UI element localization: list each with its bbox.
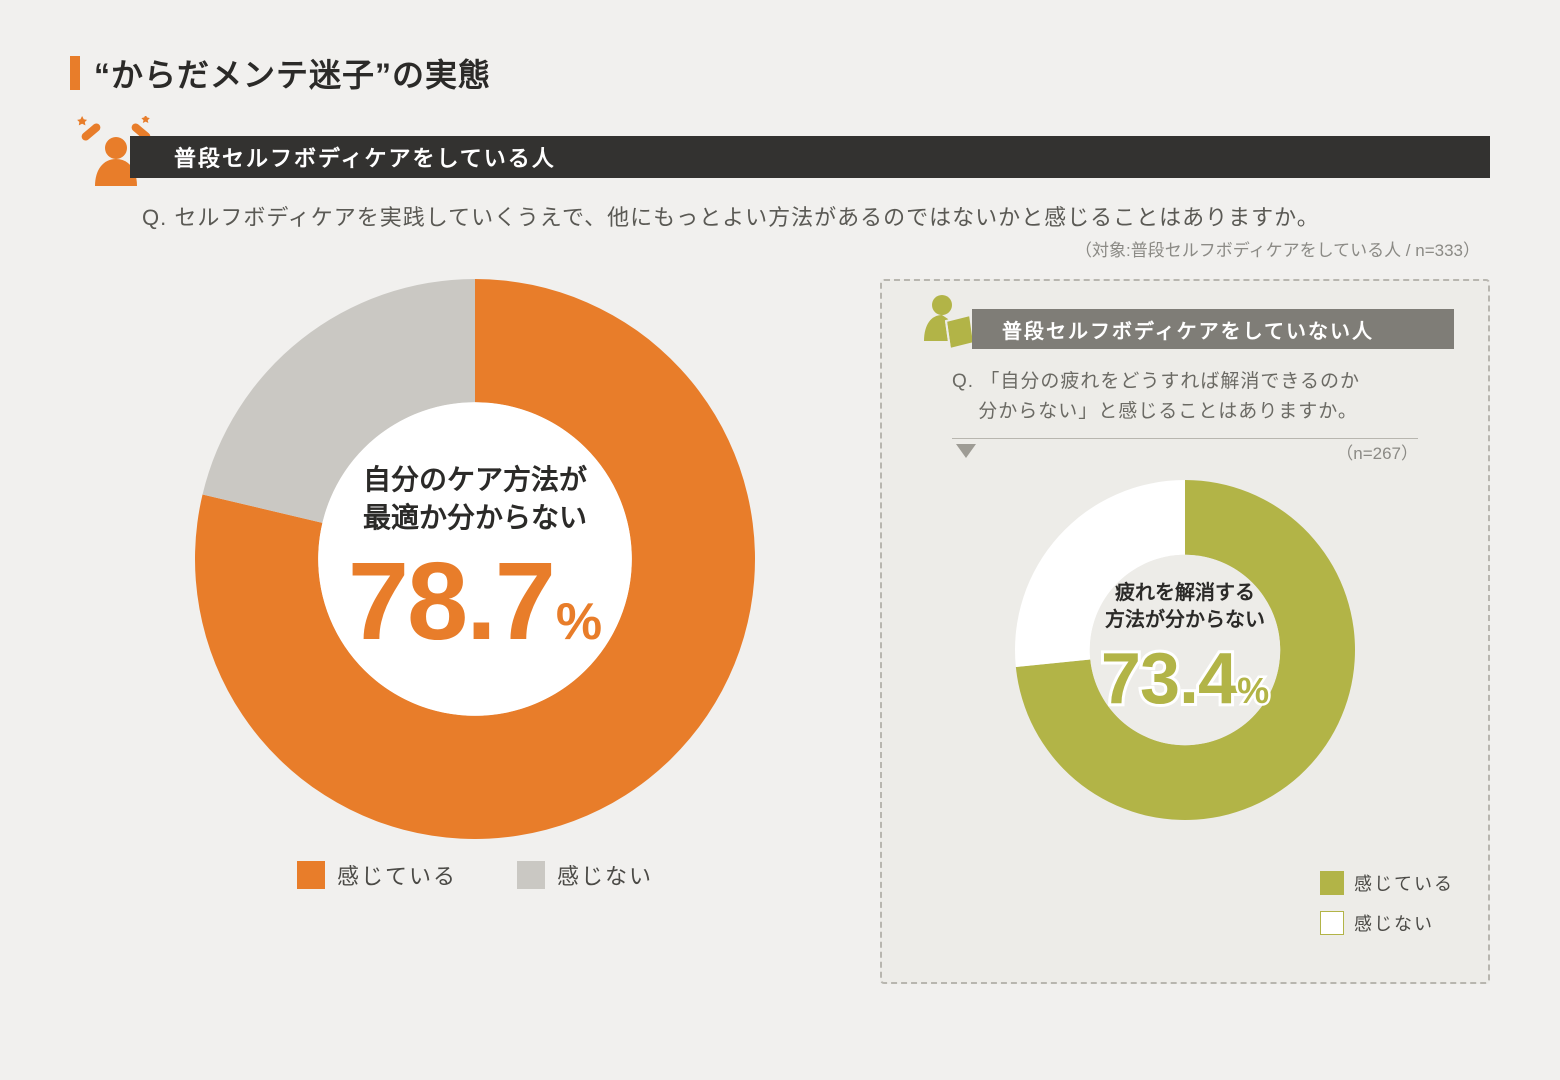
left-column: 自分のケア方法が 最適か分からない 78.7 % 感じている 感じない bbox=[70, 279, 880, 984]
question-text: Q. セルフボディケアを実践していくうえで、他にもっとよい方法があるのではないか… bbox=[142, 200, 1480, 232]
section-heading-text: 普段セルフボディケアをしている人 bbox=[174, 141, 556, 173]
panel-question-line1: 「自分の疲れをどうすれば解消できるのか bbox=[980, 371, 1360, 392]
page-title-row: “からだメンテ迷子”の実態 bbox=[70, 50, 1490, 96]
sub-legend-swatch-no-icon bbox=[1320, 911, 1344, 935]
sub-legend-no: 感じない bbox=[1320, 910, 1454, 936]
sub-panel: 普段セルフボディケアをしていない人 Q. 「自分の疲れをどうすれば解消できるのか… bbox=[880, 279, 1490, 984]
down-triangle-icon bbox=[956, 444, 976, 458]
content-row: 自分のケア方法が 最適か分からない 78.7 % 感じている 感じない bbox=[70, 279, 1490, 984]
legend-swatch-no-icon bbox=[517, 861, 545, 889]
sub-donut-svg bbox=[1015, 480, 1355, 820]
person-reading-icon bbox=[916, 291, 980, 359]
main-legend: 感じている 感じない bbox=[70, 859, 880, 891]
main-legend-no-label: 感じない bbox=[557, 859, 653, 891]
question-body: セルフボディケアを実践していくうえで、他にもっとよい方法があるのではないかと感じ… bbox=[174, 205, 1319, 230]
panel-question: Q. 「自分の疲れをどうすれば解消できるのか 分からない」と感じることはあります… bbox=[952, 367, 1444, 428]
legend-swatch-yes-icon bbox=[297, 861, 325, 889]
main-legend-yes-label: 感じている bbox=[337, 859, 457, 891]
panel-heading-band: 普段セルフボディケアをしていない人 bbox=[972, 309, 1454, 349]
main-donut-chart: 自分のケア方法が 最適か分からない 78.7 % bbox=[195, 279, 755, 839]
sub-legend-no-label: 感じない bbox=[1354, 910, 1434, 936]
sub-legend-yes-label: 感じている bbox=[1354, 870, 1454, 896]
sub-donut-chart: 疲れを解消する 方法が分からない 73.4 % bbox=[1015, 480, 1355, 820]
page-root: “からだメンテ迷子”の実態 普段セルフボディケアをしている人 Q. セルフボディ… bbox=[0, 0, 1560, 1080]
panel-question-prefix: Q. bbox=[952, 371, 980, 392]
panel-n-text: （n=267） bbox=[1336, 439, 1418, 464]
question-subnote: （対象:普段セルフボディケアをしている人 / n=333） bbox=[142, 236, 1480, 261]
panel-heading-row: 普段セルフボディケアをしていない人 bbox=[916, 305, 1454, 353]
title-accent-bar bbox=[70, 56, 80, 90]
page-title: “からだメンテ迷子”の実態 bbox=[94, 50, 491, 96]
panel-marker-row: （n=267） bbox=[952, 439, 1418, 464]
main-donut-svg bbox=[195, 279, 755, 839]
main-legend-yes: 感じている bbox=[297, 859, 457, 891]
main-legend-no: 感じない bbox=[517, 859, 653, 891]
right-column: 普段セルフボディケアをしていない人 Q. 「自分の疲れをどうすれば解消できるのか… bbox=[880, 279, 1490, 984]
panel-heading-text: 普段セルフボディケアをしていない人 bbox=[1002, 315, 1374, 344]
sub-legend-yes: 感じている bbox=[1320, 870, 1454, 896]
question-row: Q. セルフボディケアを実践していくうえで、他にもっとよい方法があるのではないか… bbox=[142, 200, 1480, 261]
section-heading-band: 普段セルフボディケアをしている人 bbox=[130, 136, 1490, 178]
question-prefix: Q. bbox=[142, 205, 174, 230]
panel-question-line2: 分からない」と感じることはありますか。 bbox=[978, 401, 1358, 422]
section-heading-row: 普段セルフボディケアをしている人 bbox=[70, 126, 1490, 186]
sub-legend: 感じている 感じない bbox=[1320, 870, 1454, 936]
sub-legend-swatch-yes-icon bbox=[1320, 871, 1344, 895]
